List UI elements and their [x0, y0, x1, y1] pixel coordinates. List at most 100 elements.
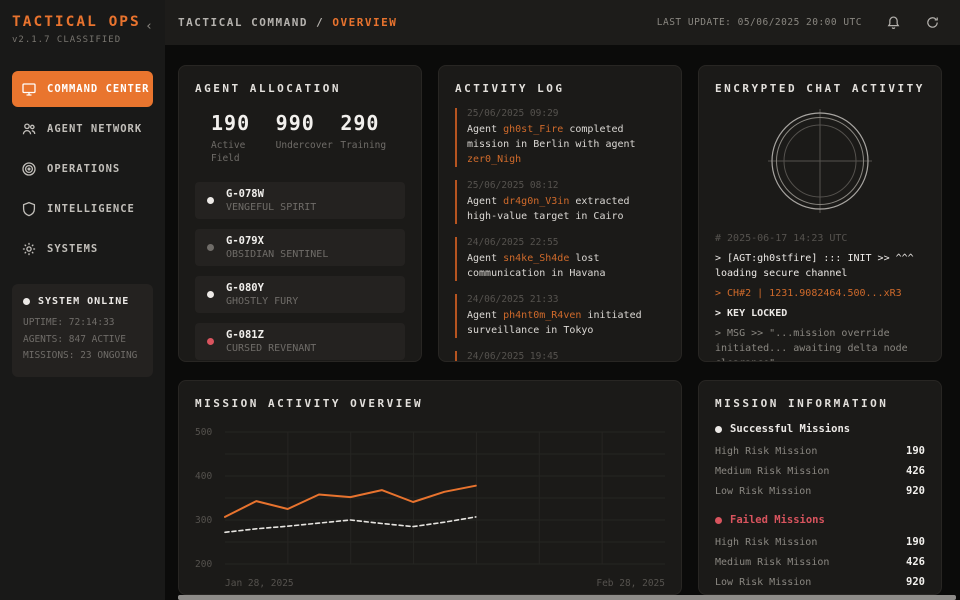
stat-label: Training	[340, 140, 387, 151]
app-version: v2.1.7 CLASSIFIED	[12, 35, 122, 45]
notifications-bell-icon[interactable]	[886, 15, 901, 30]
refresh-icon[interactable]	[925, 15, 940, 30]
agent-allocation-title: AGENT ALLOCATION	[195, 82, 341, 95]
target-icon	[21, 161, 37, 177]
mission-row-label: Low Risk Mission	[715, 485, 812, 497]
log-message: Agent sn4ke_Sh4de lost communication in …	[467, 251, 665, 281]
agent-row[interactable]: G-078W VENGEFUL SPIRIT	[195, 181, 405, 219]
status-line: AGENTS: 847 ACTIVE	[23, 333, 126, 345]
status-online-dot	[23, 298, 30, 305]
agent-row[interactable]: G-081Z CURSED REVENANT	[195, 322, 405, 360]
sidebar-item-label: AGENT NETWORK	[47, 123, 143, 135]
allocation-stat: 990 Undercover	[276, 111, 341, 166]
allocation-stat: 190 Active Field	[211, 111, 276, 166]
stat-label: Undercover	[275, 140, 333, 151]
stat-label: Active Field	[211, 140, 246, 164]
agent-allocation-card: AGENT ALLOCATION 190 Active Field 990 Under…	[178, 65, 422, 362]
mission-section-dot	[715, 425, 722, 433]
terminal-line: > KEY LOCKED	[715, 308, 788, 319]
agent-name: GHOSTLY FURY	[226, 295, 299, 307]
log-text-segment: extracted high-value target in Cairo	[467, 196, 630, 222]
agent-handle: zer0_Nigh	[467, 154, 522, 165]
svg-text:200: 200	[195, 559, 212, 570]
agent-row[interactable]: G-079X OBSIDIAN SENTINEL	[195, 228, 405, 266]
activity-log-title: ACTIVITY LOG	[455, 82, 565, 95]
sidebar-item-systems[interactable]: SYSTEMS	[12, 231, 153, 267]
mission-row-value: 190	[906, 536, 925, 548]
horizontal-scrollbar[interactable]	[178, 595, 956, 600]
agent-status-dot	[207, 290, 214, 298]
agent-handle: gh0st_Fire	[503, 124, 564, 135]
mission-info-section: Failed Missions High Risk Mission 190 Mediu…	[715, 514, 925, 592]
status-lines: UPTIME: 72:14:33 AGENTS: 847 ACTIVE MISSIO…	[23, 315, 142, 365]
mission-row-value: 426	[906, 556, 925, 568]
agent-handle: ph4nt0m_R4ven	[503, 310, 582, 321]
allocation-stats: 190 Active Field 990 Undercover 290 Training	[195, 111, 405, 166]
stat-value: 190	[211, 111, 251, 135]
sidebar-item-operations[interactable]: OPERATIONS	[12, 151, 153, 187]
terminal-output: # 2025-06-17 14:23 UTC > [AGT:gh0stfire] …	[715, 231, 925, 361]
sidebar-item-label: OPERATIONS	[47, 163, 121, 175]
sidebar-item-agent-network[interactable]: AGENT NETWORK	[12, 111, 153, 147]
mission-section-header: Successful Missions	[715, 423, 925, 435]
content-area: AGENT ALLOCATION 190 Active Field 990 Under…	[165, 45, 960, 600]
log-message: Agent dr4g0n_V3in extracted high-value t…	[467, 194, 665, 224]
radar-icon	[768, 109, 872, 213]
status-title: SYSTEM ONLINE	[38, 296, 130, 307]
mission-info-row: High Risk Mission 190	[715, 532, 925, 552]
sidebar-item-intelligence[interactable]: INTELLIGENCE	[12, 191, 153, 227]
allocation-stat: 290 Training	[340, 111, 405, 166]
mission-activity-chart-card: MISSION ACTIVITY OVERVIEW 200 300 400 500 Ja…	[178, 380, 682, 595]
mission-info-row: Low Risk Mission 920	[715, 481, 925, 501]
mission-info-sections: Successful Missions High Risk Mission 190 M…	[715, 423, 925, 592]
agent-name: VENGEFUL SPIRIT	[226, 201, 317, 213]
mission-activity-line-chart: 200 300 400 500 Jan 28, 2025 Feb 28, 2025	[195, 427, 665, 589]
mission-info-row: Low Risk Mission 920	[715, 572, 925, 592]
encrypted-chat-title: ENCRYPTED CHAT ACTIVITY	[715, 82, 925, 95]
terminal-line: > MSG >> "...mission override initiated.…	[715, 328, 908, 361]
agent-code: G-081Z	[226, 328, 264, 341]
agent-row[interactable]: G-080Y GHOSTLY FURY	[195, 275, 405, 313]
mission-section-title: Successful Missions	[730, 423, 851, 435]
svg-text:Feb 28, 2025: Feb 28, 2025	[596, 578, 665, 589]
mission-info-row: High Risk Mission 190	[715, 441, 925, 461]
mission-info-section: Successful Missions High Risk Mission 190 M…	[715, 423, 925, 501]
sidebar-item-command-center[interactable]: COMMAND CENTER	[12, 71, 153, 107]
stat-value: 290	[340, 111, 380, 135]
mission-info-row: Medium Risk Mission 426	[715, 461, 925, 481]
sidebar-item-label: COMMAND CENTER	[47, 83, 150, 95]
breadcrumb-root[interactable]: TACTICAL COMMAND /	[178, 16, 325, 29]
sidebar-collapse-button[interactable]: ‹	[145, 19, 153, 34]
agent-status-dot	[207, 243, 214, 251]
svg-text:400: 400	[195, 471, 212, 482]
agent-status-dot	[207, 196, 214, 204]
agent-handle: sn4ke_Sh4de	[503, 253, 570, 264]
agent-name: OBSIDIAN SENTINEL	[226, 248, 329, 260]
log-entry: 24/06/2025 21:33 Agent ph4nt0m_R4ven init…	[455, 294, 665, 338]
status-line: MISSIONS: 23 ONGOING	[23, 350, 138, 362]
log-entry: 24/06/2025 22:55 Agent sn4ke_Sh4de lost c…	[455, 237, 665, 281]
mission-row-value: 190	[906, 445, 925, 457]
stat-value: 990	[275, 111, 315, 135]
mission-row-label: Medium Risk Mission	[715, 465, 830, 477]
agent-code: G-078W	[226, 187, 264, 200]
mission-row-label: High Risk Mission	[715, 445, 818, 457]
log-entry: 25/06/2025 08:12 Agent dr4g0n_V3in extrac…	[455, 180, 665, 224]
agent-code: G-080Y	[226, 281, 264, 294]
mission-information-card: MISSION INFORMATION Successful Missions H…	[698, 380, 942, 595]
activity-log-list: 25/06/2025 09:29 Agent gh0st_Fire complet…	[455, 108, 665, 361]
app-logo: TACTICAL OPS	[12, 14, 141, 30]
mission-activity-title: MISSION ACTIVITY OVERVIEW	[195, 397, 424, 410]
svg-text:Jan 28, 2025: Jan 28, 2025	[225, 578, 294, 589]
log-entry: 25/06/2025 09:29 Agent gh0st_Fire complet…	[455, 108, 665, 167]
log-text-segment: Agent	[467, 196, 504, 207]
mission-section-header: Failed Missions	[715, 514, 925, 526]
system-status-panel: SYSTEM ONLINE UPTIME: 72:14:33 AGENTS: 84…	[12, 284, 153, 377]
mission-section-dot	[715, 516, 722, 524]
top-header: TACTICAL COMMAND / OVERVIEW LAST UPDATE:…	[165, 0, 960, 45]
encrypted-chat-card: ENCRYPTED CHAT ACTIVITY # 2025-06-17 14:…	[698, 65, 942, 362]
breadcrumb-current[interactable]: OVERVIEW	[332, 16, 398, 29]
agent-code: G-079X	[226, 234, 264, 247]
main-area: TACTICAL COMMAND / OVERVIEW LAST UPDATE:…	[165, 0, 960, 600]
agent-status-dot	[207, 337, 214, 345]
